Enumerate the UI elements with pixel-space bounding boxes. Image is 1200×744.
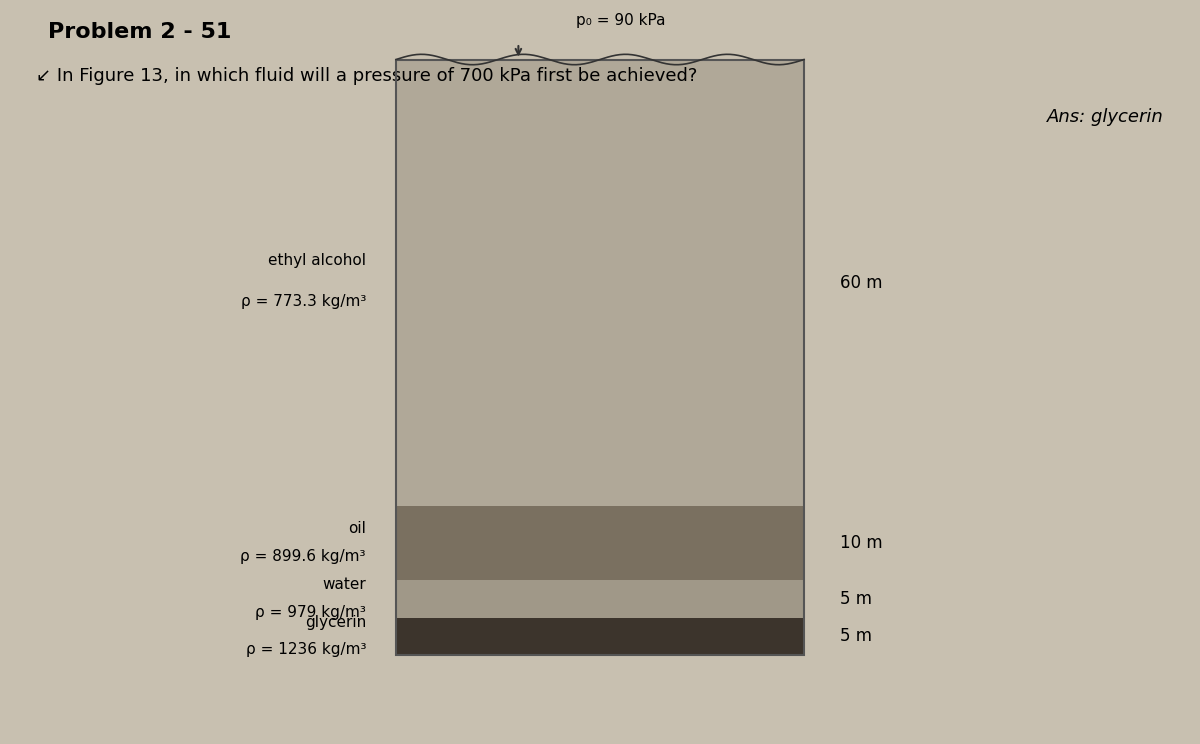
Text: glycerin: glycerin xyxy=(305,615,366,630)
Text: Problem 2 - 51: Problem 2 - 51 xyxy=(48,22,232,42)
Text: 60 m: 60 m xyxy=(840,274,882,292)
Text: ↙ In Figure 13, in which fluid will a pressure of 700 kPa first be achieved?: ↙ In Figure 13, in which fluid will a pr… xyxy=(36,67,697,85)
Text: ρ = 979 kg/m³: ρ = 979 kg/m³ xyxy=(256,605,366,620)
Bar xyxy=(396,60,804,506)
Bar xyxy=(396,580,804,618)
Bar xyxy=(396,60,804,655)
Bar xyxy=(396,506,804,580)
Text: 5 m: 5 m xyxy=(840,590,872,608)
Bar xyxy=(396,618,804,655)
Text: p₀ = 90 kPa: p₀ = 90 kPa xyxy=(576,13,665,28)
Text: water: water xyxy=(323,577,366,591)
Text: 5 m: 5 m xyxy=(840,627,872,645)
Text: ρ = 899.6 kg/m³: ρ = 899.6 kg/m³ xyxy=(240,549,366,564)
Text: ρ = 773.3 kg/m³: ρ = 773.3 kg/m³ xyxy=(241,294,366,309)
Text: 10 m: 10 m xyxy=(840,534,883,552)
Text: ρ = 1236 kg/m³: ρ = 1236 kg/m³ xyxy=(246,642,366,657)
Text: oil: oil xyxy=(348,521,366,536)
Text: ethyl alcohol: ethyl alcohol xyxy=(268,253,366,268)
Text: Ans: glycerin: Ans: glycerin xyxy=(1048,108,1164,126)
